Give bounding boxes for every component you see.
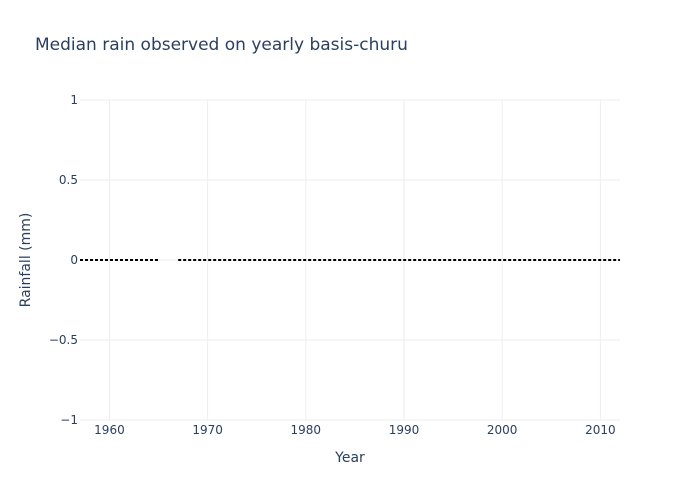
y-axis-ticks: 1 0.5 0 −0.5 −1 <box>49 93 78 427</box>
y-tick-label: −1 <box>60 413 78 427</box>
x-axis-ticks: 1960 1970 1980 1990 2000 2010 <box>94 423 615 437</box>
y-tick-label: −0.5 <box>49 333 78 347</box>
y-tick-label: 0 <box>70 253 78 267</box>
x-tick-label: 1990 <box>389 423 420 437</box>
y-axis-label: Rainfall (mm) <box>18 213 34 308</box>
chart-title: Median rain observed on yearly basis-chu… <box>35 35 408 55</box>
x-tick-label: 1970 <box>192 423 223 437</box>
x-axis-label: Year <box>334 450 365 466</box>
y-tick-label: 1 <box>70 93 78 107</box>
x-tick-label: 1960 <box>94 423 125 437</box>
x-tick-label: 2000 <box>487 423 518 437</box>
x-tick-label: 1980 <box>291 423 322 437</box>
x-tick-label: 2010 <box>585 423 616 437</box>
y-tick-label: 0.5 <box>59 173 78 187</box>
